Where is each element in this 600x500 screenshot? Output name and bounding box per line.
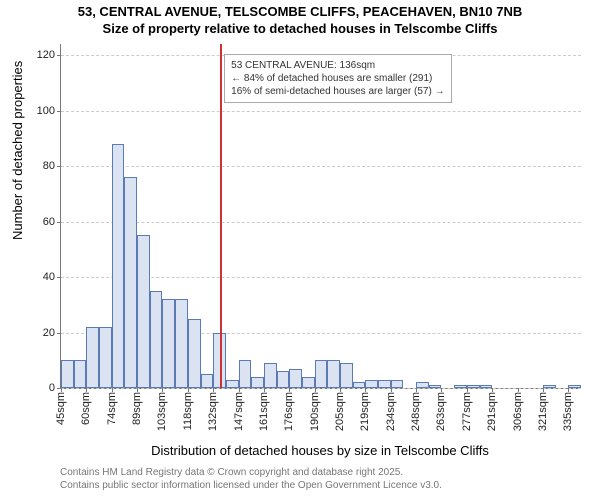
histogram-bar: [112, 144, 125, 388]
histogram-bar: [391, 380, 404, 388]
xtick-label: 306sqm: [512, 392, 524, 431]
footnote-line2: Contains public sector information licen…: [60, 480, 442, 491]
histogram-bar: [264, 363, 277, 388]
histogram-bar: [175, 299, 188, 388]
xtick-label: 263sqm: [435, 392, 447, 431]
xtick-label: 147sqm: [233, 392, 245, 431]
gridline: [61, 111, 581, 112]
histogram-bar: [99, 327, 112, 388]
ytick-label: 60: [43, 216, 55, 228]
annotation-line2: ← 84% of detached houses are smaller (29…: [231, 73, 432, 84]
ytick-label: 100: [37, 105, 55, 117]
histogram-bar: [74, 360, 87, 388]
histogram-bar: [86, 327, 99, 388]
ytick-label: 120: [37, 49, 55, 61]
histogram-bar: [467, 385, 480, 388]
xtick-label: 132sqm: [207, 392, 219, 431]
xtick-label: 234sqm: [385, 392, 397, 431]
histogram-bar: [61, 360, 74, 388]
histogram-bar: [378, 380, 391, 388]
histogram-bar: [124, 177, 137, 388]
gridline: [61, 166, 581, 167]
chart-footnote: Contains HM Land Registry data © Crown c…: [60, 466, 580, 492]
xtick-label: 205sqm: [334, 392, 346, 431]
xtick-label: 335sqm: [562, 392, 574, 431]
xtick-label: 176sqm: [283, 392, 295, 431]
xtick-label: 103sqm: [156, 392, 168, 431]
xtick-label: 74sqm: [106, 392, 118, 425]
xtick-label: 89sqm: [131, 392, 143, 425]
histogram-bar: [340, 363, 353, 388]
xtick-label: 248sqm: [410, 392, 422, 431]
xtick-label: 60sqm: [80, 392, 92, 425]
ytick-mark: [57, 166, 61, 167]
xtick-label: 321sqm: [537, 392, 549, 431]
chart-title: 53, CENTRAL AVENUE, TELSCOMBE CLIFFS, PE…: [0, 4, 600, 38]
histogram-bar: [226, 380, 239, 388]
annotation-line3: 16% of semi-detached houses are larger (…: [231, 86, 444, 97]
ytick-label: 20: [43, 327, 55, 339]
gridline: [61, 388, 581, 389]
x-axis-label: Distribution of detached houses by size …: [60, 443, 580, 458]
histogram-bar: [480, 385, 493, 388]
xtick-label: 45sqm: [55, 392, 67, 425]
histogram-bar: [239, 360, 252, 388]
histogram-bar: [365, 380, 378, 388]
chart-title-line2: Size of property relative to detached ho…: [103, 21, 498, 36]
histogram-bar: [162, 299, 175, 388]
xtick-label: 277sqm: [461, 392, 473, 431]
ytick-label: 80: [43, 160, 55, 172]
histogram-bar: [201, 374, 214, 388]
ytick-mark: [57, 333, 61, 334]
annotation-box: 53 CENTRAL AVENUE: 136sqm ← 84% of detach…: [224, 54, 451, 103]
histogram-bar: [188, 319, 201, 388]
xtick-label: 118sqm: [182, 392, 194, 430]
histogram-bar: [327, 360, 340, 388]
property-size-chart: 53, CENTRAL AVENUE, TELSCOMBE CLIFFS, PE…: [0, 0, 600, 500]
histogram-bar: [251, 377, 264, 388]
y-axis-label: Number of detached properties: [10, 61, 25, 240]
histogram-bar: [543, 385, 556, 388]
ytick-mark: [57, 55, 61, 56]
histogram-bar: [315, 360, 328, 388]
ytick-mark: [57, 277, 61, 278]
histogram-bar: [277, 371, 290, 388]
histogram-bar: [289, 369, 302, 388]
property-marker-line: [220, 44, 222, 388]
footnote-line1: Contains HM Land Registry data © Crown c…: [60, 467, 403, 478]
xtick-label: 219sqm: [359, 392, 371, 431]
gridline: [61, 222, 581, 223]
ytick-mark: [57, 222, 61, 223]
histogram-bar: [568, 385, 581, 388]
xtick-label: 190sqm: [309, 392, 321, 431]
histogram-bar: [454, 385, 467, 388]
histogram-bar: [416, 382, 429, 388]
plot-area: 02040608010012045sqm60sqm74sqm89sqm103sq…: [60, 44, 581, 389]
ytick-label: 40: [43, 271, 55, 283]
chart-title-line1: 53, CENTRAL AVENUE, TELSCOMBE CLIFFS, PE…: [78, 4, 522, 19]
histogram-bar: [137, 235, 150, 388]
ytick-mark: [57, 111, 61, 112]
histogram-bar: [429, 385, 442, 388]
annotation-line1: 53 CENTRAL AVENUE: 136sqm: [231, 60, 375, 71]
histogram-bar: [353, 382, 366, 388]
histogram-bar: [302, 377, 315, 388]
xtick-label: 161sqm: [258, 392, 270, 431]
xtick-label: 291sqm: [486, 392, 498, 431]
histogram-bar: [150, 291, 163, 388]
